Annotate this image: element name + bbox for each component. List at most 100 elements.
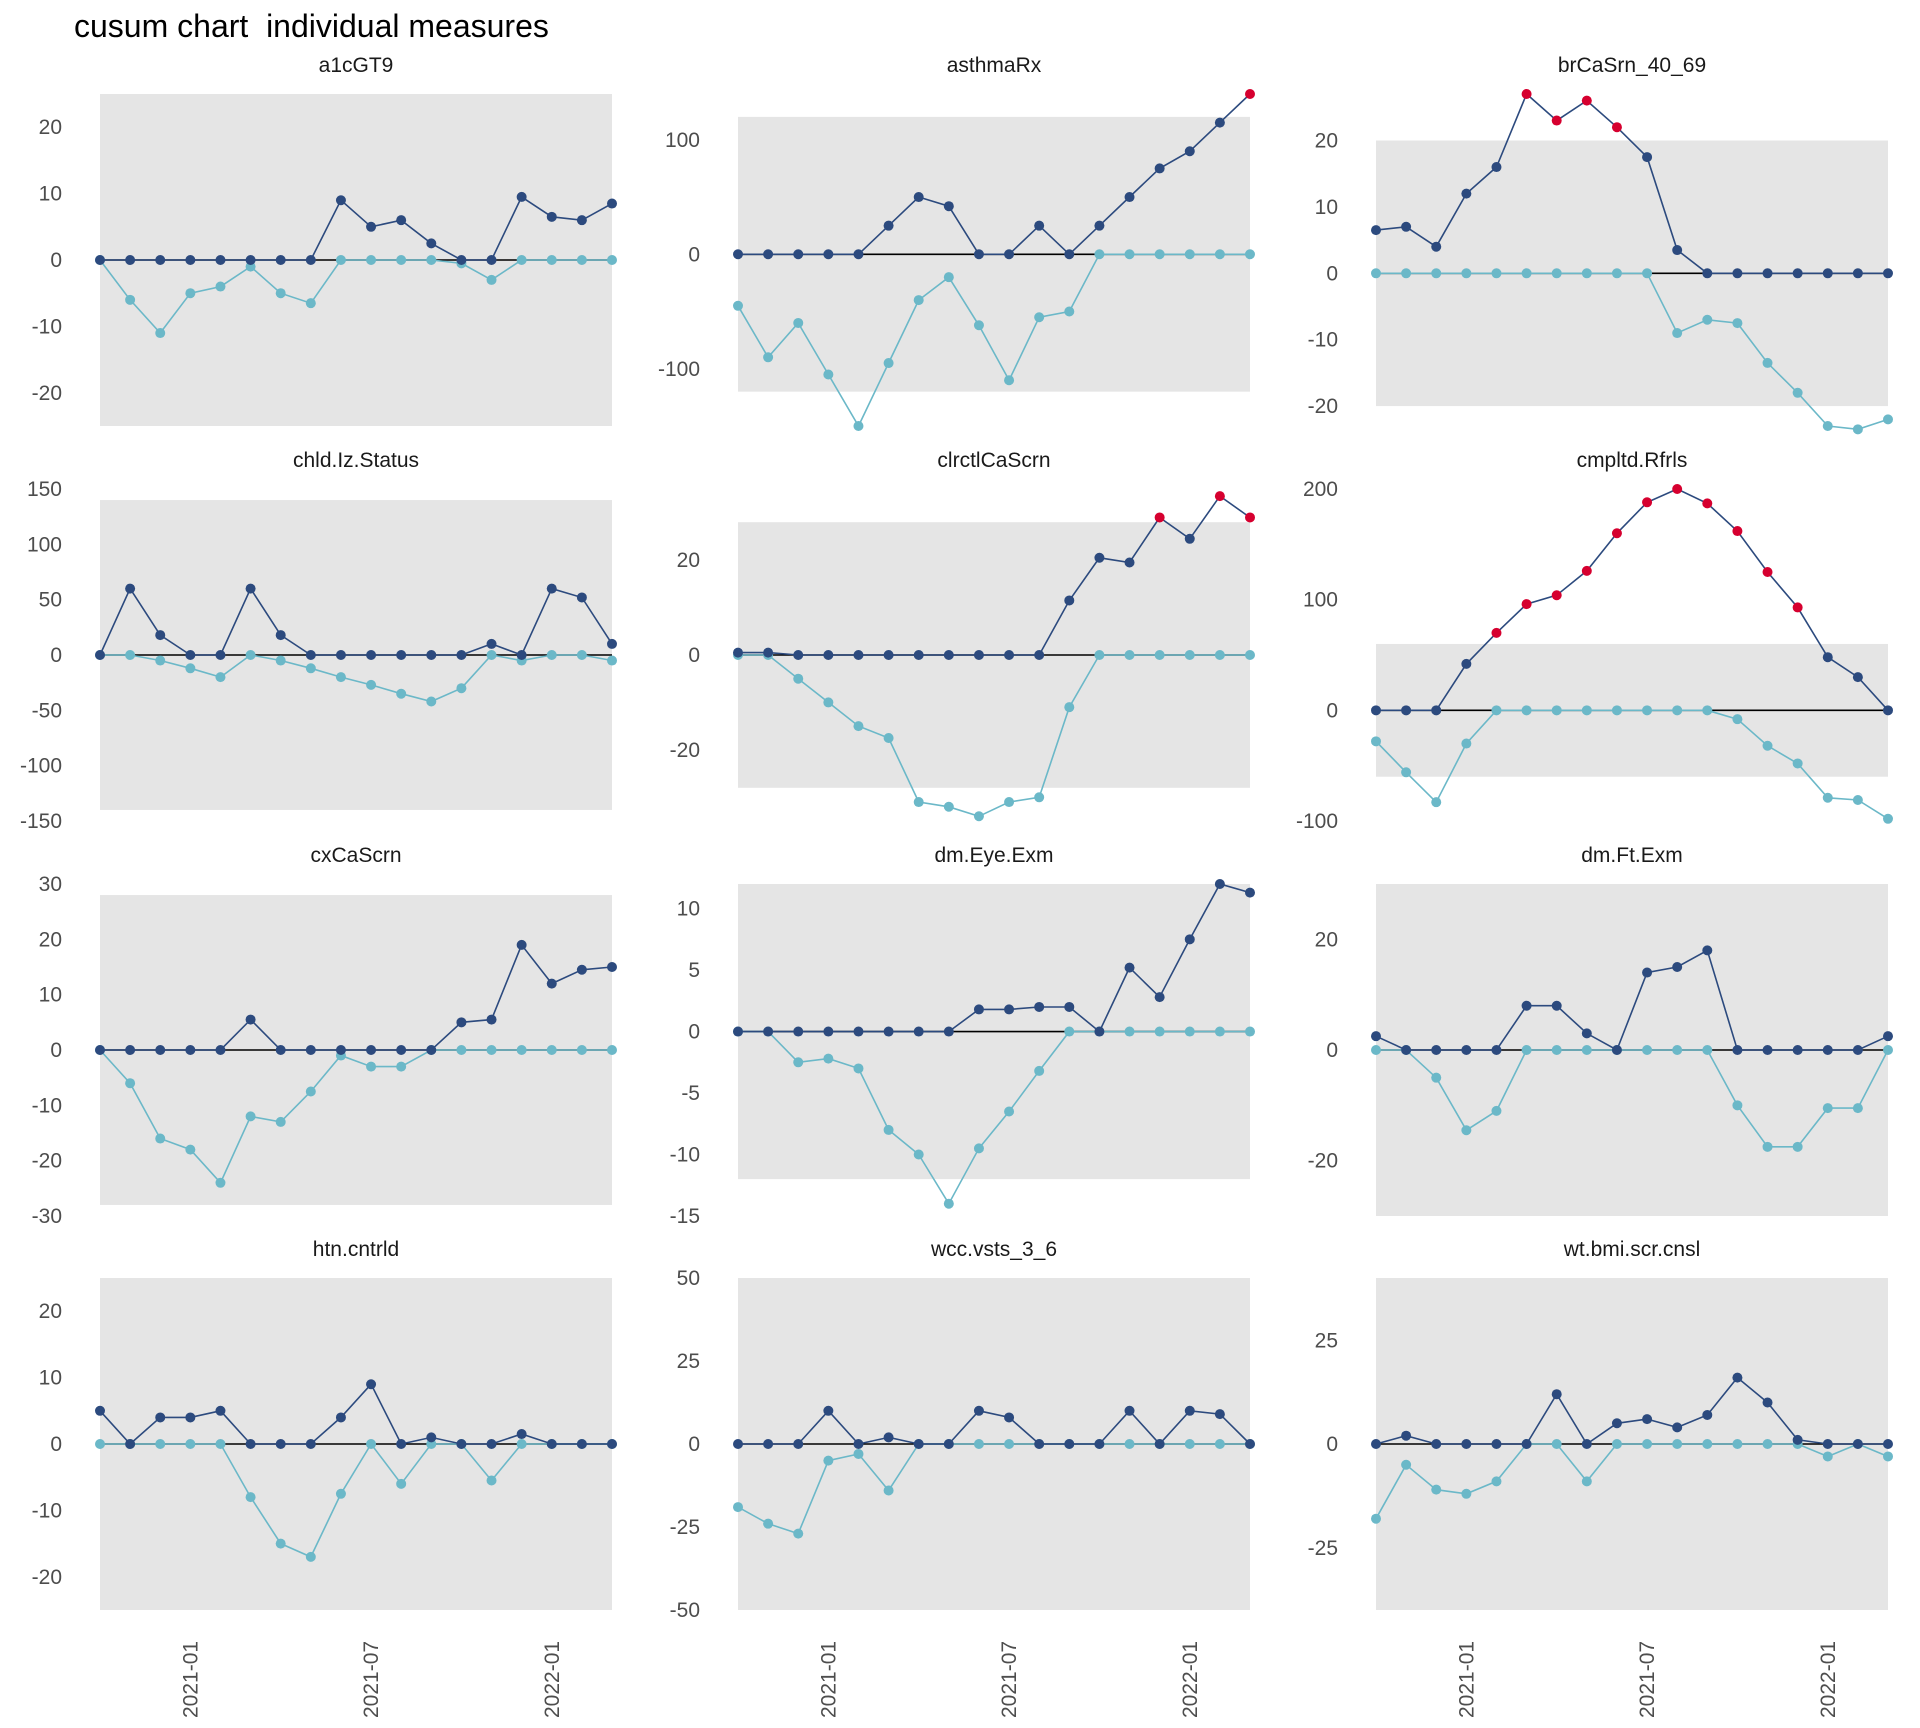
lower-series-point: [1461, 738, 1472, 749]
y-tick-label: 50: [677, 1267, 700, 1290]
upper-series-point: [1792, 1045, 1803, 1055]
lower-series-point: [1883, 1451, 1893, 1462]
y-tick-label: -50: [32, 699, 62, 722]
upper-series-point: [1852, 268, 1863, 279]
upper-series-point: [125, 255, 136, 265]
upper-series-point: [1431, 1439, 1442, 1449]
upper-series-line: [99, 586, 613, 657]
lower-series-point: [426, 255, 437, 265]
upper-series-point: [305, 1439, 316, 1449]
y-tick-label: 0: [1326, 1039, 1338, 1062]
lower-series-point: [245, 1492, 256, 1503]
signal-point: [1521, 89, 1532, 99]
panel-title: cxCaScrn: [310, 844, 401, 867]
upper-series-point: [1094, 1439, 1105, 1449]
lower-series-point: [943, 272, 954, 283]
lower-series-point: [1431, 797, 1442, 808]
lower-series-point: [516, 1439, 527, 1449]
upper-series-point: [486, 255, 497, 265]
panel-cxCaScrn: cxCaScrn -30 -20 -10 0 10 20 30: [32, 844, 617, 1228]
signal-point: [1214, 491, 1225, 502]
upper-series-point: [1401, 1430, 1412, 1441]
upper-series-point: [335, 1412, 346, 1423]
lower-series-point: [1822, 1451, 1833, 1462]
lower-series-point: [733, 1502, 743, 1513]
lower-series-point: [125, 650, 136, 660]
upper-series-point: [155, 255, 166, 265]
y-tick-label: -100: [658, 358, 700, 381]
lower-series-point: [1551, 268, 1562, 279]
upper-series-point: [1064, 249, 1075, 260]
lower-series-point: [1792, 758, 1803, 769]
y-tick-label: -10: [670, 1144, 700, 1167]
lower-series-point: [125, 294, 136, 305]
lower-series-point: [155, 1439, 166, 1449]
panel-title: wt.bmi.scr.cnsl: [1563, 1238, 1701, 1261]
lower-series-point: [1245, 1026, 1255, 1037]
upper-series-point: [1581, 1028, 1592, 1039]
lower-series-point: [1004, 1439, 1015, 1449]
upper-series-point: [185, 650, 196, 660]
upper-series-point: [883, 650, 894, 660]
signal-point: [1702, 498, 1713, 509]
y-tick-label: 100: [665, 129, 700, 152]
y-tick-label: -20: [670, 739, 700, 762]
lower-series-point: [305, 663, 316, 674]
lower-series-point: [1883, 813, 1893, 824]
upper-series-point: [516, 939, 527, 950]
x-tick-label: 2021-01: [1455, 1641, 1478, 1718]
lower-series-point: [1214, 650, 1225, 660]
lower-series-point: [275, 288, 286, 299]
lower-series-point: [1214, 1026, 1225, 1037]
upper-series-point: [607, 638, 617, 649]
signal-point: [1551, 115, 1562, 126]
upper-series-point: [335, 195, 346, 206]
panel-title: a1cGT9: [319, 54, 394, 77]
lower-series-point: [913, 295, 924, 306]
upper-series-line: [738, 1409, 1251, 1446]
lower-series-point: [1732, 1439, 1743, 1449]
lower-series-point: [1551, 1045, 1562, 1055]
y-tick-label: 150: [27, 478, 62, 501]
y-tick-label: -25: [1308, 1537, 1338, 1560]
panel-cmpltd.Rfrls: cmpltd.Rfrls -100 0 100 200: [1296, 449, 1893, 833]
upper-series-point: [396, 1045, 407, 1055]
panel-dm.Ft.Exm: dm.Ft.Exm -20 0 20: [1308, 844, 1893, 1216]
lower-series-point: [1642, 268, 1653, 279]
upper-series-point: [456, 650, 467, 660]
lower-series-point: [275, 1538, 286, 1549]
upper-series-point: [1611, 1045, 1622, 1055]
lower-series-point: [1431, 1072, 1442, 1083]
upper-series-point: [733, 1439, 743, 1449]
lower-series-point: [366, 679, 377, 690]
lower-series-point: [335, 672, 346, 683]
x-tick-label: 2021-07: [360, 1641, 383, 1718]
y-tick-label: 0: [688, 644, 700, 667]
upper-series-point: [546, 978, 557, 989]
y-tick-label: 100: [1303, 589, 1338, 612]
y-tick-label: 10: [39, 183, 62, 206]
upper-series-point: [913, 192, 924, 203]
upper-series-point: [155, 630, 166, 641]
upper-series-point: [1184, 146, 1195, 157]
upper-series-point: [546, 583, 557, 594]
panel-chld.Iz.Status: chld.Iz.Status -150 -100 -50 0 50 100 150: [20, 449, 617, 833]
lower-series-point: [125, 1078, 136, 1089]
upper-series-point: [95, 1045, 105, 1055]
lower-series-point: [1461, 268, 1472, 279]
upper-series-point: [1702, 945, 1713, 956]
signal-point: [1762, 567, 1773, 577]
lower-series-point: [486, 1475, 497, 1486]
lower-series-point: [396, 1061, 407, 1072]
panel-title: chld.Iz.Status: [293, 449, 419, 472]
upper-series-point: [763, 1439, 774, 1449]
lower-series-point: [853, 721, 864, 732]
lower-series-point: [1762, 1141, 1773, 1152]
upper-series-point: [823, 650, 834, 660]
upper-series-point: [95, 650, 105, 660]
lower-series-point: [1822, 1103, 1833, 1114]
lower-series-point: [1034, 1065, 1045, 1076]
y-tick-label: -10: [1308, 329, 1338, 352]
upper-series-point: [275, 255, 286, 265]
lower-series-point: [853, 421, 864, 431]
